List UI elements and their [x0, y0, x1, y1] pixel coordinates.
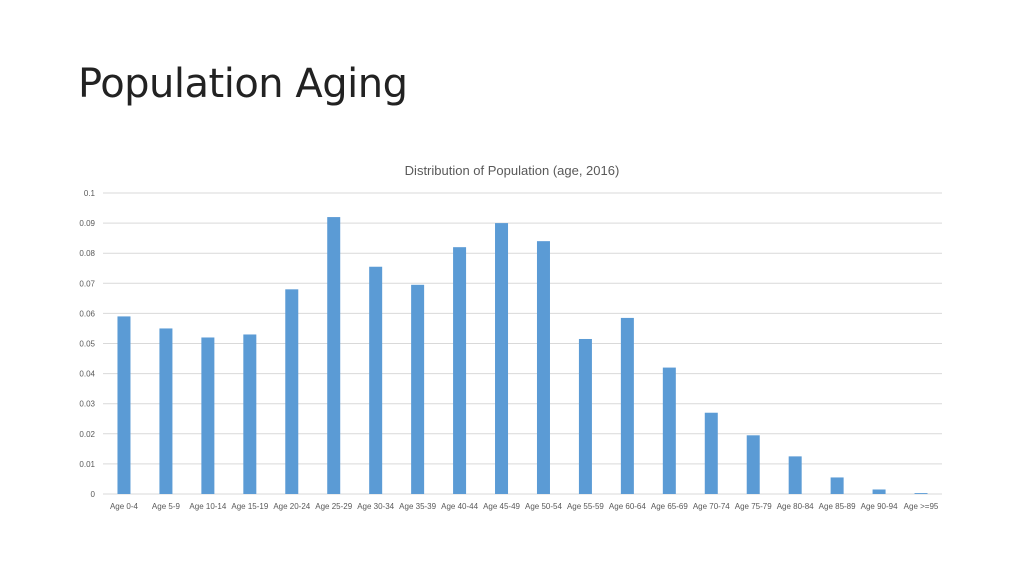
y-tick-label: 0.06 [79, 309, 95, 318]
y-tick-label: 0.01 [79, 460, 95, 469]
x-tick-label: Age 65-69 [651, 502, 688, 511]
x-tick-label: Age 90-94 [861, 502, 898, 511]
bar [159, 328, 173, 494]
y-tick-label: 0.1 [84, 189, 96, 198]
bar [746, 435, 760, 494]
x-tick-label: Age 45-49 [483, 502, 520, 511]
bar [704, 412, 718, 494]
y-tick-label: 0.05 [79, 340, 95, 349]
x-axis-ticks: Age 0-4 Age 5-9 Age 10-14 Age 15-19 Age 20-2… [110, 502, 939, 511]
bar [662, 367, 676, 494]
x-tick-label: Age >=95 [904, 502, 939, 511]
bar [536, 241, 550, 494]
x-tick-label: Age 50-54 [525, 502, 562, 511]
bar [872, 489, 886, 494]
bar [285, 289, 299, 494]
x-tick-label: Age 0-4 [110, 502, 139, 511]
bar [495, 223, 509, 494]
bar [620, 317, 634, 494]
bar [369, 266, 383, 494]
bar [117, 316, 131, 494]
bar [201, 337, 215, 494]
bar [578, 338, 592, 494]
bar [327, 217, 341, 494]
bars [117, 217, 928, 494]
y-tick-label: 0.09 [79, 219, 95, 228]
x-tick-label: Age 30-34 [357, 502, 394, 511]
x-tick-label: Age 80-84 [777, 502, 814, 511]
y-axis-ticks: 0 0.01 0.02 0.03 0.04 0.05 0.06 0.07 0.08 0.09 0.1 [79, 189, 95, 499]
bar [788, 456, 802, 494]
x-tick-label: Age 40-44 [441, 502, 478, 511]
bar [830, 477, 844, 494]
x-tick-label: Age 20-24 [273, 502, 310, 511]
y-tick-label: 0.02 [79, 430, 95, 439]
x-tick-label: Age 10-14 [189, 502, 226, 511]
x-tick-label: Age 35-39 [399, 502, 436, 511]
y-tick-label: 0.07 [79, 279, 95, 288]
x-tick-label: Age 75-79 [735, 502, 772, 511]
bar [411, 284, 425, 494]
bar [453, 247, 467, 494]
y-tick-label: 0.04 [79, 370, 95, 379]
x-tick-label: Age 55-59 [567, 502, 604, 511]
chart-title: Distribution of Population (age, 2016) [405, 163, 620, 178]
x-tick-label: Age 85-89 [819, 502, 856, 511]
bar [243, 334, 257, 494]
x-tick-label: Age 60-64 [609, 502, 646, 511]
y-tick-label: 0.03 [79, 400, 95, 409]
x-tick-label: Age 5-9 [152, 502, 181, 511]
slide-title: Population Aging [78, 61, 408, 107]
x-tick-label: Age 25-29 [315, 502, 352, 511]
x-tick-label: Age 70-74 [693, 502, 730, 511]
bar [914, 493, 928, 494]
y-tick-label: 0.08 [79, 249, 95, 258]
y-tick-label: 0 [91, 490, 96, 499]
x-tick-label: Age 15-19 [231, 502, 268, 511]
gridlines [103, 192, 942, 495]
